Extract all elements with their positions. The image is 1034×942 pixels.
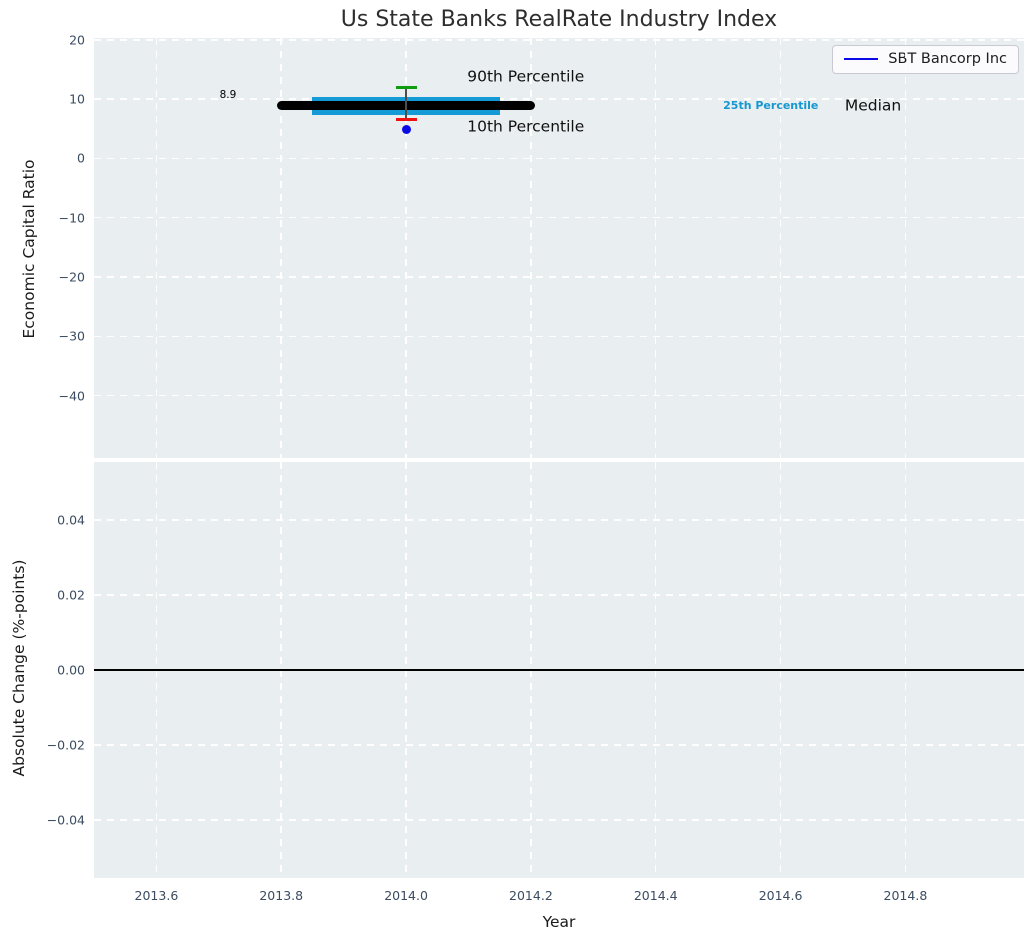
x-tick-label: 2013.8 (259, 888, 304, 903)
zero-line (94, 669, 1024, 671)
chart-title: Us State Banks RealRate Industry Index (340, 7, 778, 32)
whisker-cap-90th-percentile (395, 86, 417, 90)
y-tick-label: −30 (58, 328, 85, 344)
y-gridline (94, 39, 1024, 41)
y-tick-label: −20 (58, 269, 85, 285)
y-gridline (94, 335, 1024, 338)
y-gridline (94, 216, 1024, 219)
y-tick-label: 0.04 (57, 512, 85, 528)
y-gridline (94, 744, 1024, 746)
y-tick-label: 0.02 (57, 587, 85, 603)
annotation-25th-percentile: 25th Percentile (723, 99, 819, 113)
x-tick-label: 2014.0 (384, 888, 428, 903)
x-tick-label: 2014.2 (509, 888, 553, 903)
x-gridline (654, 38, 657, 458)
y-tick-label: −10 (58, 210, 85, 226)
y-tick-label: −0.04 (46, 812, 85, 828)
annotation-10th-percentile: 10th Percentile (467, 117, 585, 136)
x-gridline (405, 38, 407, 458)
whisker-line (405, 87, 407, 120)
legend-line-swatch (844, 57, 879, 61)
x-tick-label: 2014.4 (633, 888, 678, 903)
top-axes-economic-capital-ratio: SBT Bancorp Inc 8.9 90th Percentile 10th P… (94, 38, 1024, 458)
y-axis-label-top: Economic Capital Ratio (20, 159, 38, 339)
x-tick-label: 2013.6 (134, 888, 179, 903)
y-gridline (94, 157, 1024, 160)
x-gridline (280, 38, 282, 458)
x-tick-label: 2014.8 (883, 888, 928, 903)
y-tick-label: 0.00 (57, 662, 85, 678)
y-gridline (94, 594, 1024, 596)
y-tick-label: 0 (77, 150, 85, 166)
y-tick-label: −0.02 (46, 737, 85, 753)
annotation-8-9: 8.9 (219, 89, 237, 102)
x-gridline (530, 38, 532, 458)
x-axis-label: Year (542, 913, 576, 931)
y-gridline (94, 98, 1024, 100)
x-gridline (155, 38, 158, 458)
y-gridline (94, 519, 1024, 521)
y-gridline (94, 394, 1024, 397)
legend-label: SBT Bancorp Inc (888, 51, 1007, 67)
whisker-cap-10th-percentile (395, 118, 417, 122)
y-tick-label: 20 (69, 32, 85, 48)
y-axis-label-bottom: Absolute Change (%-points) (10, 559, 28, 777)
y-gridline (94, 276, 1024, 278)
annotation-90th-percentile: 90th Percentile (467, 67, 585, 86)
x-tick-label: 2014.6 (758, 888, 803, 903)
bottom-axes-absolute-change (94, 462, 1024, 878)
x-gridline (779, 38, 782, 458)
company-point (401, 125, 411, 135)
x-gridline (904, 38, 907, 458)
y-tick-label: −40 (58, 388, 85, 404)
y-gridline (94, 819, 1024, 821)
legend: SBT Bancorp Inc (832, 45, 1019, 74)
annotation-median: Median (844, 96, 902, 115)
y-tick-label: 10 (69, 91, 85, 107)
